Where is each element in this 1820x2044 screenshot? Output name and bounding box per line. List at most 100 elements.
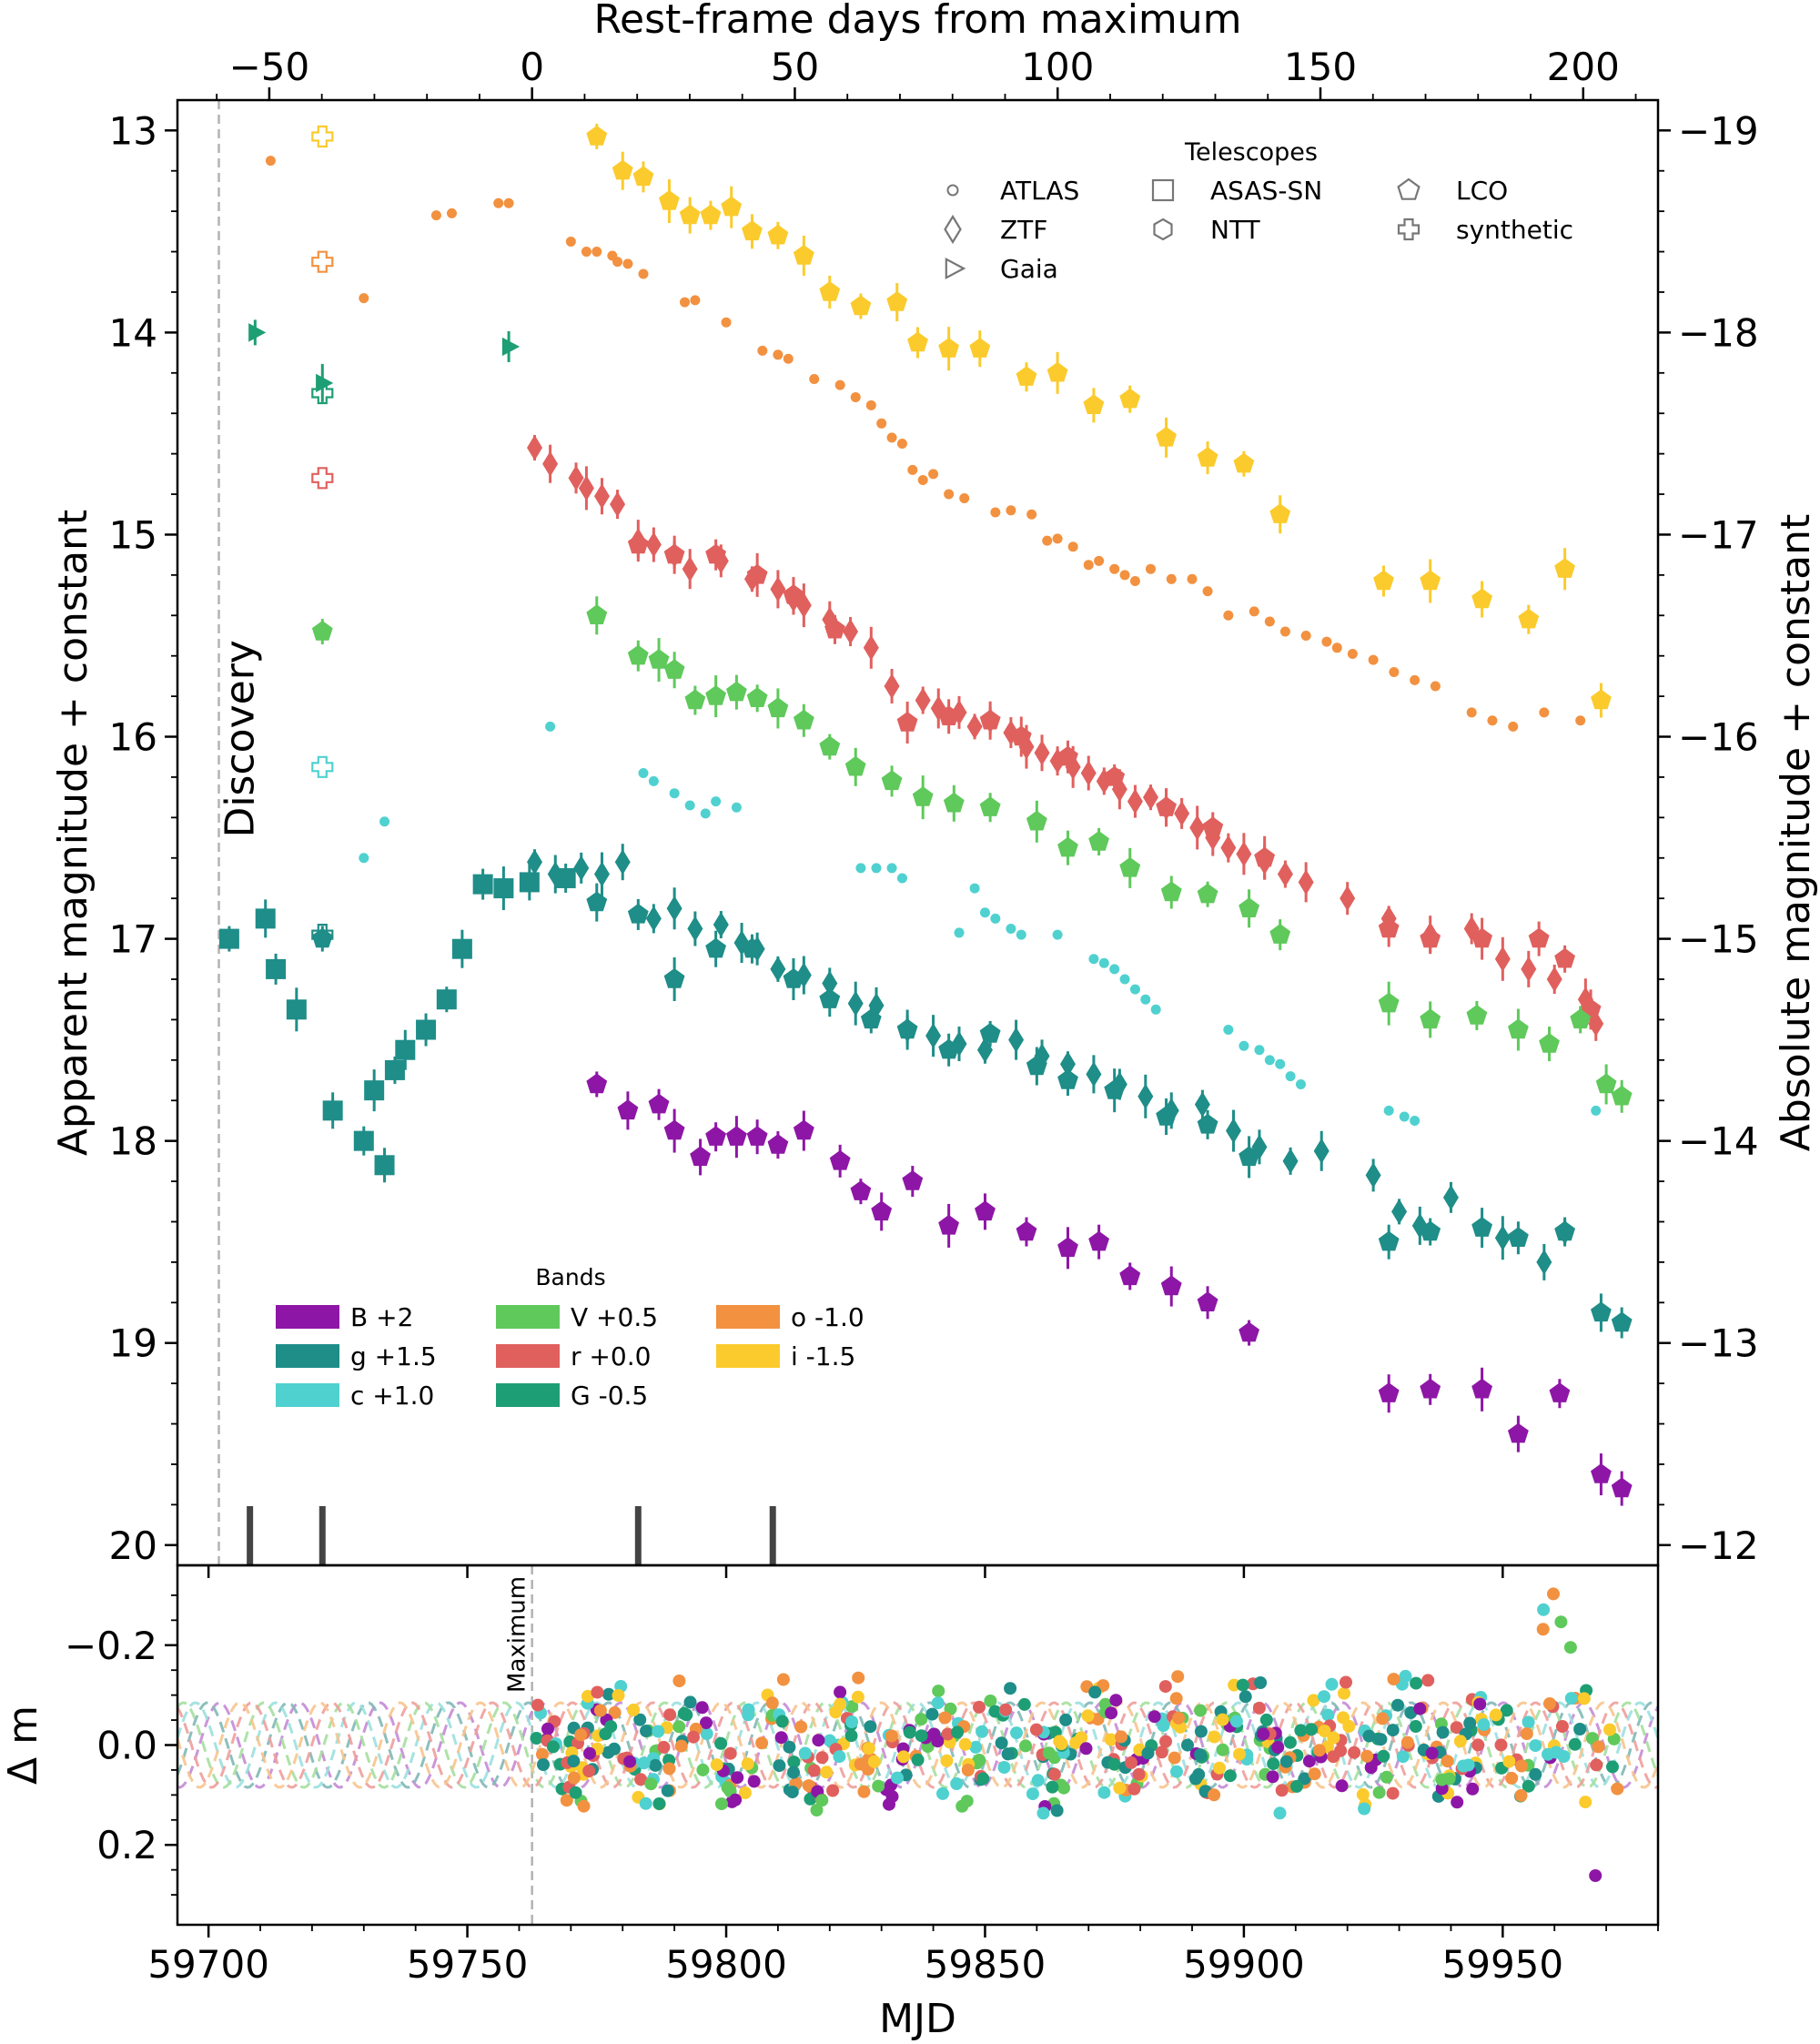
data-point (1174, 800, 1190, 826)
data-point (565, 236, 576, 247)
data-point (979, 709, 1001, 730)
data-point (886, 432, 897, 443)
data-point (1026, 1055, 1047, 1076)
residual-point (1042, 1746, 1056, 1760)
data-point (773, 349, 784, 360)
telescope-legend-label: NTT (1210, 215, 1261, 245)
residual-point (657, 1740, 671, 1754)
residual-point (1436, 1725, 1450, 1739)
data-point (943, 792, 965, 813)
data-point (684, 800, 695, 811)
data-point (1591, 1463, 1612, 1483)
residual-point (1132, 1767, 1146, 1781)
residual-point (1514, 1788, 1528, 1802)
residual-point (1004, 1682, 1017, 1695)
residual-point (1194, 1704, 1208, 1717)
data-point (783, 968, 804, 988)
y-tick-label: 18 (109, 1119, 157, 1164)
residual-point (569, 1786, 582, 1799)
data-point (979, 796, 1001, 816)
residual-point (1026, 1787, 1039, 1801)
data-point (1156, 1106, 1177, 1126)
x-tick-label: 59900 (1183, 1942, 1305, 1987)
residual-point (623, 1755, 637, 1768)
data-point (896, 439, 907, 450)
data-point (632, 166, 654, 187)
residual-point (531, 1698, 544, 1712)
data-point (1611, 1085, 1633, 1106)
residual-point (1520, 1727, 1533, 1741)
residual-point (775, 1715, 789, 1728)
data-point (311, 381, 334, 405)
residual-sinusoid-fit (177, 1701, 1658, 1789)
residual-point (1387, 1673, 1400, 1686)
residual-point (672, 1720, 686, 1734)
residual-point (976, 1725, 989, 1738)
data-point (255, 908, 276, 929)
residual-point (652, 1797, 666, 1810)
data-point (1057, 1069, 1078, 1089)
data-point (627, 644, 649, 665)
data-point (742, 220, 763, 241)
residual-point (938, 1711, 952, 1725)
residual-point (1155, 1745, 1168, 1759)
data-point (612, 159, 633, 180)
data-point (915, 687, 931, 713)
data-point (1285, 1071, 1296, 1082)
y-tick-label: 15 (109, 512, 157, 557)
residual-point (1127, 1782, 1141, 1796)
band-legend-label: V +0.5 (571, 1302, 658, 1332)
data-point (1518, 608, 1540, 629)
data-point (614, 849, 631, 875)
data-point (871, 1200, 893, 1221)
residual-point (608, 1705, 622, 1719)
data-point (1008, 1027, 1025, 1053)
data-point (545, 721, 556, 732)
residual-point (637, 1756, 651, 1770)
residual-point (541, 1722, 554, 1735)
residual-panel-points (177, 1587, 1658, 1882)
top-tick-label: 100 (1021, 45, 1094, 89)
data-point (1086, 1061, 1102, 1088)
data-point (1057, 1237, 1078, 1258)
data-point (364, 1080, 385, 1101)
data-point (1166, 573, 1177, 584)
residual-y-tick-label: 0.0 (96, 1724, 157, 1768)
residual-point (1171, 1670, 1185, 1684)
residual-point (1216, 1713, 1229, 1726)
right-y-tick-label: −13 (1678, 1321, 1759, 1366)
data-point (1016, 929, 1026, 940)
data-point (592, 247, 602, 258)
data-point (1591, 1105, 1602, 1116)
data-point (1378, 992, 1400, 1013)
residual-point (854, 1757, 867, 1771)
y-tick-label: 19 (109, 1321, 157, 1366)
telescopes-legend-title: Telescopes (1184, 138, 1318, 167)
band-legend-label: B +2 (350, 1302, 413, 1332)
data-point (503, 197, 514, 208)
residual-point (1542, 1747, 1554, 1761)
data-point (990, 507, 1001, 518)
x-tick-label: 59750 (407, 1942, 529, 1987)
data-point (322, 1100, 343, 1121)
residual-point (845, 1715, 859, 1728)
residual-point (810, 1804, 824, 1816)
data-point (645, 531, 662, 558)
data-point (430, 210, 441, 221)
data-point (912, 786, 934, 806)
residual-point (1477, 1718, 1491, 1731)
residual-point (1229, 1715, 1243, 1728)
data-point (783, 584, 804, 604)
residual-point (997, 1761, 1011, 1774)
data-point (690, 1146, 711, 1167)
residual-point (1435, 1782, 1449, 1796)
data-point (1368, 654, 1379, 665)
residual-point (695, 1701, 709, 1715)
residual-point (1172, 1711, 1186, 1725)
residual-point (582, 1765, 596, 1778)
residual-point (1213, 1761, 1226, 1775)
residual-point (1088, 1685, 1102, 1699)
data-point (742, 937, 763, 958)
residual-point (1337, 1711, 1350, 1725)
residual-point (1376, 1712, 1390, 1725)
